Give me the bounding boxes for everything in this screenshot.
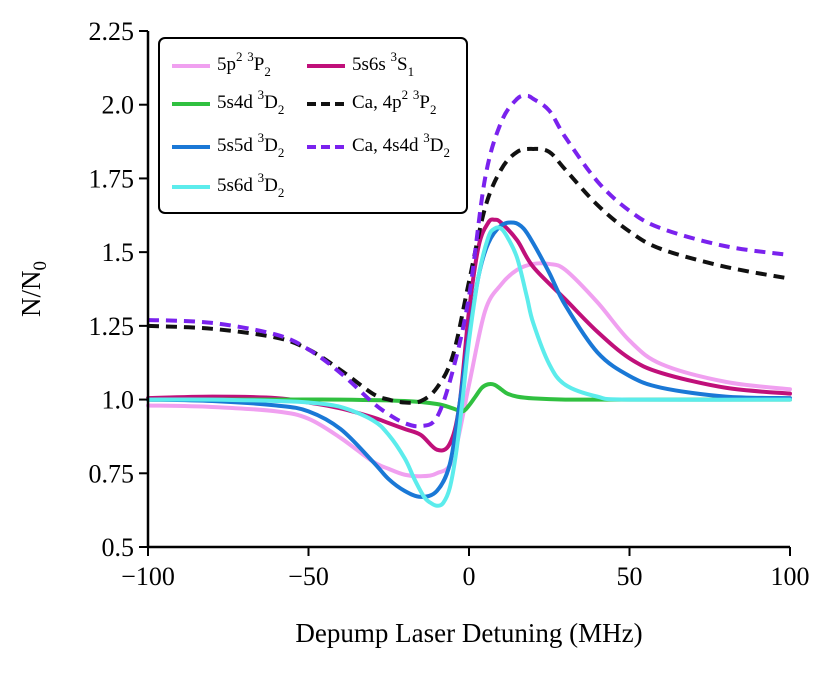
legend-label-5p2-3p2: 5p2 3P2 [217,49,271,79]
series-line-ca-4s4d-3d2 [147,93,791,429]
y-tick-label: 0.75 [89,459,135,488]
y-tick-label: 2.25 [89,17,135,46]
series-line-5s6d-3d2 [146,225,792,508]
y-axis-label-subscript: 0 [30,261,51,271]
plot-lines [146,93,792,508]
legend-label-5s6s-3s1: 5s6s 3S1 [352,49,414,79]
y-ticks: 0.5 0.75 1.0 1.25 1.5 1.75 2.0 2.25 [89,17,148,562]
series-line-5p2-3p2 [146,261,792,479]
legend: 5p2 3P2 5s6s 3S1 5s4d 3D2 Ca, 4p2 3P2 5s5d 3… [158,37,468,214]
y-axis-label: N/N0 [16,261,51,317]
x-ticks: −100 −50 0 50 100 [121,547,810,591]
axes: −100 −50 0 50 100 0.5 0.75 1.0 1.25 1.5 1.75 2.0 2.… [89,17,810,591]
legend-label-5s4d-3d2: 5s4d 3D2 [217,87,284,117]
y-tick-label: 1.25 [89,312,135,341]
x-tick-label: 100 [771,562,810,591]
y-tick-label: 0.5 [102,533,135,562]
legend-box [158,37,468,214]
x-tick-label: −50 [288,562,329,591]
y-axis-label-main: N/N [16,271,46,318]
x-tick-label: 50 [617,562,643,591]
series-line-5s5d-3d2 [146,220,792,499]
legend-label-ca-4p2-3p2: Ca, 4p2 3P2 [352,87,436,117]
y-tick-label: 1.5 [102,238,135,267]
legend-label-5s6d-3d2: 5s6d 3D2 [217,170,284,200]
y-tick-label: 2.0 [102,91,135,120]
y-tick-label: 1.0 [102,386,135,415]
x-tick-label: 0 [463,562,476,591]
x-tick-label: −100 [121,562,175,591]
legend-label-ca-4s4d-3d2: Ca, 4s4d 3D2 [352,130,450,160]
x-axis-label: Depump Laser Detuning (MHz) [295,618,642,648]
y-tick-label: 1.75 [89,164,135,193]
legend-label-5s5d-3d2: 5s5d 3D2 [217,130,284,160]
